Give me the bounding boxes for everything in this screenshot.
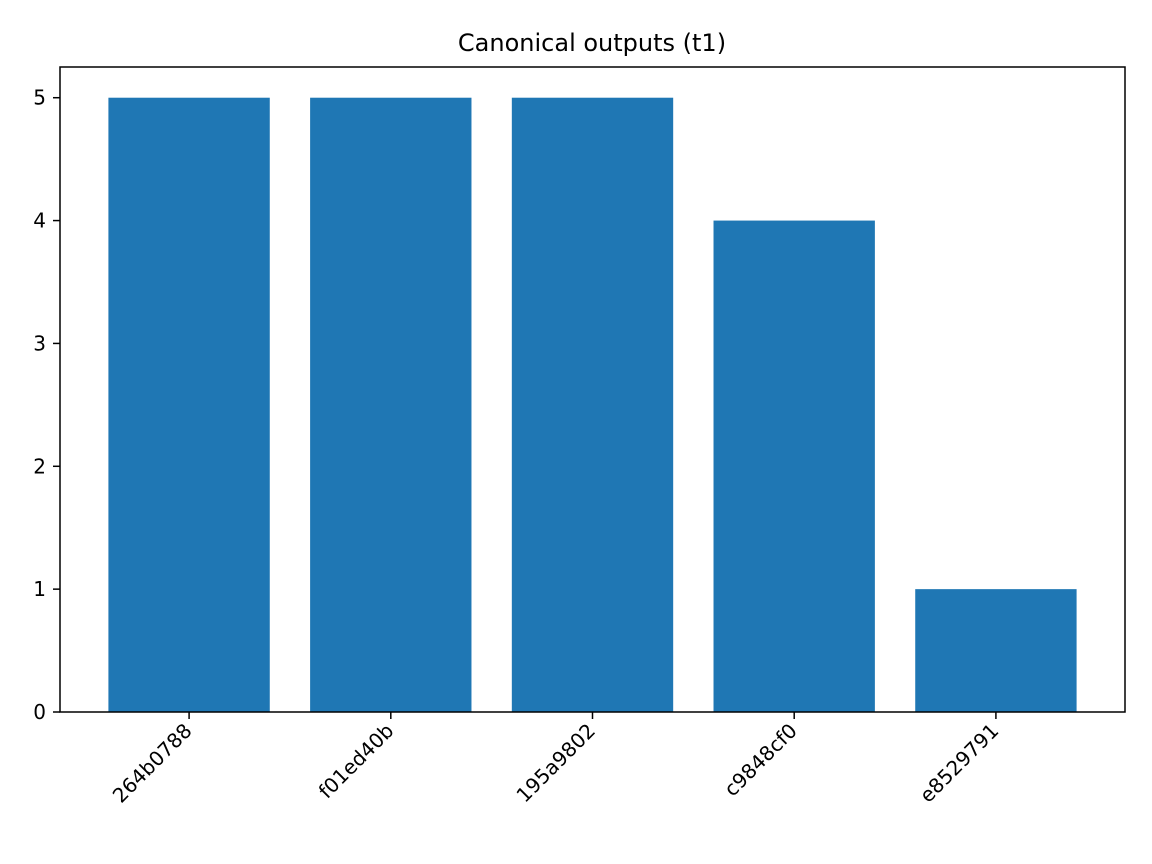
y-tick-label: 4	[33, 209, 46, 233]
bar-c9848cf0	[713, 220, 875, 712]
bar-195a9802	[511, 97, 674, 712]
y-tick-label: 3	[33, 331, 46, 355]
y-tick-label: 0	[33, 700, 46, 724]
x-tick-label: f01ed40b	[314, 719, 399, 804]
x-tick-label: 264b0788	[108, 719, 197, 808]
x-tick-label: e8529791	[915, 719, 1004, 808]
bar-e8529791	[915, 589, 1077, 712]
chart-title: Canonical outputs (t1)	[458, 29, 726, 57]
x-tick-label: c9848cf0	[719, 719, 801, 801]
y-tick-label: 5	[33, 86, 46, 110]
y-axis: 0 1 2 3 4 5	[33, 86, 60, 724]
x-tick-label: 195a9802	[511, 719, 600, 808]
x-axis: 264b0788 f01ed40b 195a9802 c9848cf0 e8529791	[108, 712, 1004, 808]
bars-group	[108, 97, 1077, 712]
y-tick-label: 2	[33, 454, 46, 478]
bar-f01ed40b	[310, 97, 472, 712]
plot-frame	[59, 66, 1126, 713]
bar-264b0788	[108, 97, 270, 712]
y-tick-label: 1	[33, 577, 46, 601]
